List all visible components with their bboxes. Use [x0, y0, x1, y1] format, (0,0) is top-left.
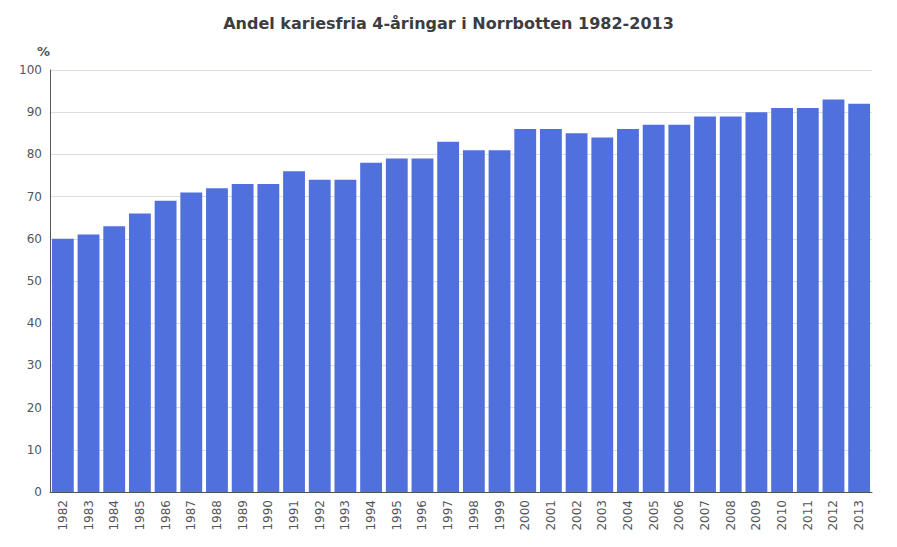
svg-text:1998: 1998 — [467, 500, 481, 531]
svg-text:1994: 1994 — [364, 500, 378, 531]
svg-text:2003: 2003 — [595, 500, 609, 531]
svg-text:2008: 2008 — [724, 500, 738, 531]
svg-text:Andel kariesfria 4-åringar i N: Andel kariesfria 4-åringar i Norrbotten … — [223, 14, 674, 33]
svg-text:60: 60 — [27, 232, 42, 246]
svg-text:1982: 1982 — [56, 500, 70, 531]
svg-text:1997: 1997 — [441, 500, 455, 531]
svg-text:90: 90 — [27, 105, 42, 119]
svg-text:2011: 2011 — [801, 500, 815, 531]
svg-text:1989: 1989 — [236, 500, 250, 531]
svg-text:1993: 1993 — [338, 500, 352, 531]
svg-text:2007: 2007 — [698, 500, 712, 531]
svg-text:1999: 1999 — [493, 500, 507, 531]
svg-text:40: 40 — [27, 316, 42, 330]
svg-text:2012: 2012 — [826, 500, 840, 531]
svg-text:2006: 2006 — [672, 500, 686, 531]
svg-text:50: 50 — [27, 274, 42, 288]
svg-text:1996: 1996 — [415, 500, 429, 531]
svg-text:1986: 1986 — [159, 500, 173, 531]
svg-text:1995: 1995 — [390, 500, 404, 531]
svg-text:100: 100 — [19, 63, 42, 77]
svg-text:1985: 1985 — [133, 500, 147, 531]
svg-text:%: % — [37, 44, 50, 59]
svg-text:2009: 2009 — [749, 500, 763, 531]
svg-text:2004: 2004 — [621, 500, 635, 531]
svg-text:1987: 1987 — [184, 500, 198, 531]
svg-text:70: 70 — [27, 190, 42, 204]
svg-text:2002: 2002 — [570, 500, 584, 531]
svg-text:0: 0 — [34, 485, 42, 499]
svg-text:2000: 2000 — [518, 500, 532, 531]
svg-text:80: 80 — [27, 147, 42, 161]
svg-text:2005: 2005 — [647, 500, 661, 531]
svg-text:1983: 1983 — [82, 500, 96, 531]
svg-text:1992: 1992 — [313, 500, 327, 531]
svg-text:2001: 2001 — [544, 500, 558, 531]
svg-text:1988: 1988 — [210, 500, 224, 531]
svg-text:1991: 1991 — [287, 500, 301, 531]
svg-text:10: 10 — [27, 443, 42, 457]
svg-text:2013: 2013 — [852, 500, 866, 531]
svg-text:1984: 1984 — [107, 500, 121, 531]
svg-text:20: 20 — [27, 401, 42, 415]
svg-text:2010: 2010 — [775, 500, 789, 531]
svg-text:30: 30 — [27, 358, 42, 372]
svg-text:1990: 1990 — [261, 500, 275, 531]
